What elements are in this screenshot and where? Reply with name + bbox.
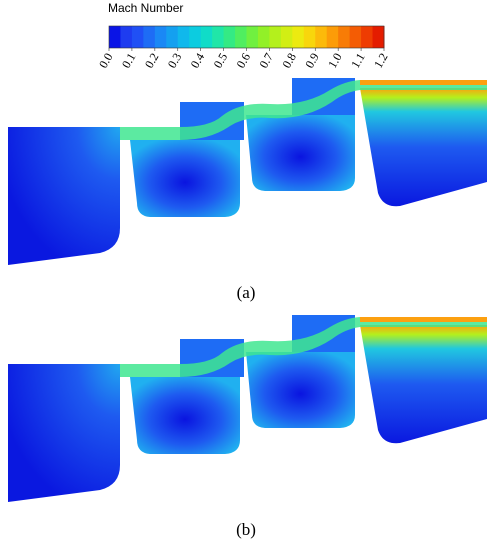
color-swatch — [315, 26, 328, 48]
color-swatch — [143, 26, 156, 48]
color-swatch — [120, 26, 133, 48]
color-swatch — [338, 26, 351, 48]
color-swatch — [154, 26, 167, 48]
color-swatch — [212, 26, 225, 48]
tick-label: 0.2 — [142, 51, 162, 71]
panel-label: (a) — [237, 283, 256, 302]
color-swatch — [177, 26, 190, 48]
color-swatch — [292, 26, 305, 48]
tick-label: 0.4 — [188, 51, 208, 71]
color-swatch — [269, 26, 282, 48]
color-swatch — [257, 26, 270, 48]
tick-label: 0.8 — [279, 51, 299, 71]
color-swatch — [361, 26, 374, 48]
color-swatch — [189, 26, 202, 48]
tick-label: 0.1 — [119, 51, 139, 71]
color-swatch — [109, 26, 121, 48]
tick-label: 1.1 — [348, 51, 368, 71]
tick-label: 1.2 — [371, 51, 391, 71]
colorbar-title: Mach Number — [108, 1, 183, 15]
color-swatch — [166, 26, 179, 48]
tick-label: 1.0 — [325, 51, 345, 71]
colorbar: 0.0 0.1 0.2 0.3 0.4 0.5 0.6 0.7 0.8 0.9 1.0 1.1 1.2 — [96, 25, 391, 71]
tick-label: 0.6 — [233, 51, 253, 71]
color-swatch — [200, 26, 213, 48]
color-swatch — [235, 26, 247, 48]
contour-a — [8, 78, 487, 265]
color-swatch — [326, 26, 339, 48]
color-swatch — [349, 26, 362, 48]
color-swatch — [372, 26, 385, 48]
color-swatch — [280, 26, 293, 48]
color-swatch — [223, 26, 236, 48]
color-swatch — [303, 26, 316, 48]
tick-label: 0.9 — [302, 51, 322, 71]
tick-label: 0.3 — [165, 51, 185, 71]
tick-label: 0.5 — [211, 51, 231, 71]
contour-b — [8, 315, 487, 502]
tick-label: 0.0 — [96, 51, 116, 71]
panel-label: (b) — [236, 520, 256, 539]
tick-label: 0.7 — [256, 51, 276, 71]
color-swatch — [131, 26, 144, 48]
color-swatch — [246, 26, 259, 48]
